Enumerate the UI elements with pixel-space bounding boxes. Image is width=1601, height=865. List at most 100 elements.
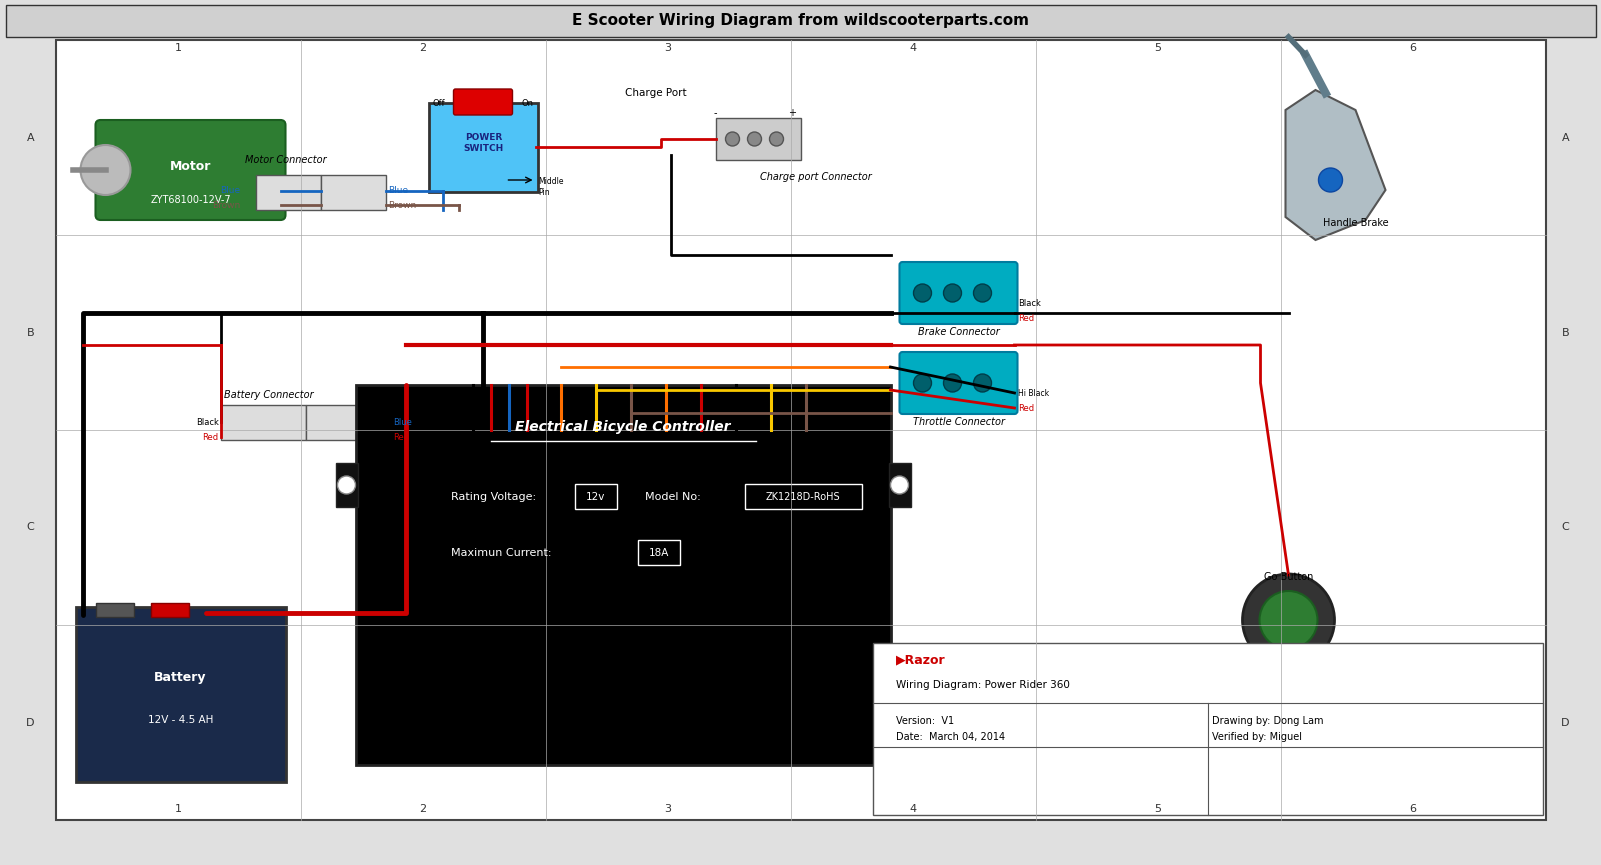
Circle shape (943, 374, 962, 392)
FancyBboxPatch shape (429, 103, 538, 192)
Text: 12v: 12v (586, 491, 605, 502)
Text: ZK1218D-RoHS: ZK1218D-RoHS (765, 491, 841, 502)
Text: Charge port Connector: Charge port Connector (759, 172, 871, 182)
Text: Rating Voltage:: Rating Voltage: (450, 492, 540, 502)
Bar (336, 463, 357, 507)
Text: 4: 4 (909, 43, 916, 53)
Circle shape (748, 132, 762, 146)
Text: 6: 6 (1409, 43, 1417, 53)
FancyBboxPatch shape (744, 484, 861, 509)
Bar (221, 405, 306, 440)
Circle shape (80, 145, 131, 195)
Text: Blue: Blue (221, 185, 240, 195)
Text: D: D (26, 717, 35, 727)
Text: Version:  V1: Version: V1 (895, 716, 954, 726)
Circle shape (914, 374, 932, 392)
Text: Battery Connector: Battery Connector (224, 390, 314, 400)
FancyBboxPatch shape (5, 5, 1596, 37)
Text: Battery: Battery (154, 670, 207, 683)
Circle shape (914, 284, 932, 302)
Text: 3: 3 (664, 43, 671, 53)
Text: B: B (27, 328, 34, 337)
Text: Brake Connector: Brake Connector (917, 327, 999, 337)
Bar (150, 603, 189, 617)
Text: 1: 1 (175, 804, 181, 814)
Text: 12V - 4.5 AH: 12V - 4.5 AH (147, 715, 213, 725)
Text: Motor Connector: Motor Connector (245, 155, 327, 165)
Circle shape (770, 132, 783, 146)
Text: E Scooter Wiring Diagram from wildscooterparts.com: E Scooter Wiring Diagram from wildscoote… (572, 13, 1029, 28)
Bar (873, 643, 1542, 815)
FancyBboxPatch shape (900, 352, 1018, 414)
Text: Brown: Brown (389, 201, 416, 209)
Text: Motor: Motor (170, 161, 211, 174)
Bar (716, 118, 800, 160)
Text: POWER
SWITCH: POWER SWITCH (463, 133, 504, 153)
Text: Red: Red (1018, 313, 1034, 323)
Text: Middle
Pin: Middle Pin (538, 177, 564, 196)
Text: Verified by: Miguel: Verified by: Miguel (1212, 732, 1303, 742)
Text: Drawing by: Dong Lam: Drawing by: Dong Lam (1212, 716, 1324, 726)
Text: 5: 5 (1154, 43, 1161, 53)
FancyBboxPatch shape (75, 607, 285, 782)
Text: Handle Brake: Handle Brake (1322, 218, 1388, 228)
Text: +: + (789, 108, 797, 118)
Text: Charge Port: Charge Port (624, 88, 687, 98)
Text: Black: Black (195, 418, 218, 426)
Text: C: C (27, 522, 34, 533)
Text: Off: Off (432, 99, 445, 107)
Text: C: C (1561, 522, 1569, 533)
Bar (306, 405, 391, 440)
Text: Model No:: Model No: (637, 492, 704, 502)
Text: Blue: Blue (394, 418, 413, 426)
FancyBboxPatch shape (453, 89, 512, 115)
Text: 2: 2 (419, 804, 426, 814)
Text: ▶Razor: ▶Razor (895, 653, 945, 667)
Text: Hi Black: Hi Black (1018, 388, 1050, 398)
Text: Red: Red (1018, 403, 1034, 413)
FancyBboxPatch shape (96, 120, 285, 220)
Text: Date:  March 04, 2014: Date: March 04, 2014 (895, 732, 1004, 742)
Text: Maximun Current:: Maximun Current: (450, 548, 554, 558)
Text: D: D (1561, 717, 1569, 727)
Text: Red: Red (394, 432, 410, 441)
Text: Throttle Connector: Throttle Connector (913, 417, 1004, 427)
Text: Go Button: Go Button (1263, 572, 1313, 582)
Text: B: B (1561, 328, 1569, 337)
Bar (256, 175, 320, 210)
Circle shape (338, 476, 355, 494)
FancyBboxPatch shape (900, 262, 1018, 324)
Circle shape (1319, 168, 1343, 192)
FancyBboxPatch shape (637, 540, 679, 565)
Text: 4: 4 (909, 804, 916, 814)
Text: Black: Black (1018, 298, 1041, 307)
Text: -: - (714, 108, 717, 118)
Text: 2: 2 (419, 43, 426, 53)
Text: On: On (522, 99, 533, 107)
Text: A: A (1561, 132, 1569, 143)
Text: 18A: 18A (648, 548, 669, 558)
Text: Electrical Bicycle Controller: Electrical Bicycle Controller (516, 420, 730, 434)
Text: Blue: Blue (389, 185, 408, 195)
Text: 6: 6 (1409, 804, 1417, 814)
Bar (96, 603, 133, 617)
Circle shape (1260, 591, 1318, 649)
Polygon shape (1286, 90, 1385, 240)
Text: 3: 3 (664, 804, 671, 814)
Text: 5: 5 (1154, 804, 1161, 814)
Text: Wiring Diagram: Power Rider 360: Wiring Diagram: Power Rider 360 (895, 680, 1069, 690)
Text: Red: Red (202, 432, 218, 441)
Text: ZYT68100-12V-7: ZYT68100-12V-7 (150, 195, 231, 205)
Circle shape (725, 132, 740, 146)
Text: 1: 1 (175, 43, 181, 53)
FancyBboxPatch shape (355, 385, 890, 765)
Bar (320, 175, 386, 210)
Circle shape (973, 374, 991, 392)
Text: Brown: Brown (213, 201, 240, 209)
Circle shape (973, 284, 991, 302)
Bar (889, 463, 911, 507)
Circle shape (943, 284, 962, 302)
Circle shape (890, 476, 908, 494)
FancyBboxPatch shape (575, 484, 616, 509)
Circle shape (1242, 574, 1335, 666)
